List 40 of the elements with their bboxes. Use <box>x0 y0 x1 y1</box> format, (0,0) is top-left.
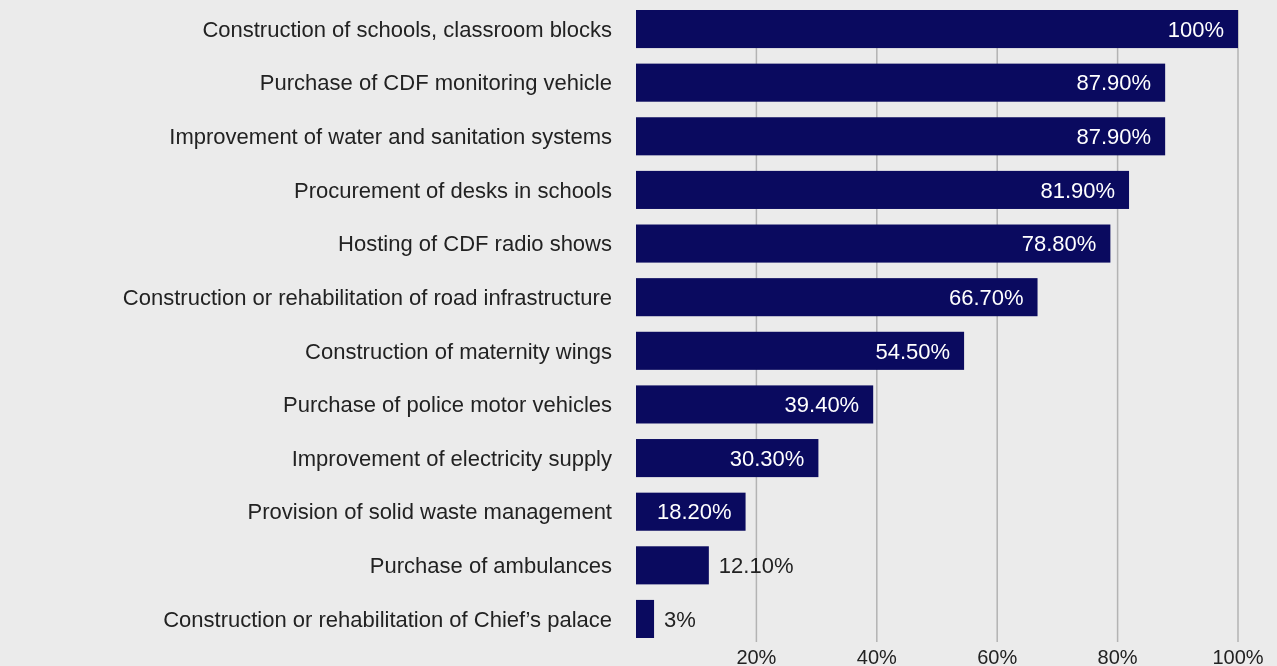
data-label: 87.90% <box>1076 70 1152 96</box>
x-tick-label: 20% <box>736 646 777 666</box>
x-tick-label: 60% <box>977 646 1018 666</box>
y-tick-label: Improvement of electricity supply <box>291 445 612 471</box>
y-tick-label: Hosting of CDF radio shows <box>338 231 612 257</box>
x-tick-label: 40% <box>856 646 898 666</box>
bar <box>636 63 1166 102</box>
bar <box>636 170 1130 209</box>
data-label: 39.40% <box>784 392 860 418</box>
data-label: 18.20% <box>656 499 732 525</box>
y-tick-label: Construction of maternity wings <box>305 338 612 364</box>
bar <box>636 546 709 585</box>
bar <box>636 439 819 478</box>
bar <box>636 331 965 370</box>
y-tick-label: Construction or rehabilitation of road infrastructure <box>122 284 612 310</box>
data-label: 78.80% <box>1021 231 1097 257</box>
data-label: 100% <box>1167 16 1224 42</box>
data-label: 12.10% <box>718 553 794 579</box>
data-label: 66.70% <box>948 284 1024 310</box>
data-label: 3% <box>664 606 696 632</box>
data-label: 30.30% <box>729 445 805 471</box>
y-tick-label: Improvement of water and sanitation systems <box>169 124 612 149</box>
bar <box>636 599 655 638</box>
y-tick-label: Purchase of police motor vehicles <box>283 392 612 418</box>
data-label: 81.90% <box>1040 177 1116 203</box>
bar <box>636 224 1111 263</box>
bar <box>636 117 1166 156</box>
y-tick-label: Purchase of CDF monitoring vehicle <box>259 70 612 96</box>
bar <box>636 278 1038 317</box>
y-tick-label: Procurement of desks in schools <box>294 177 612 203</box>
y-tick-label: Purchase of ambulances <box>369 553 612 579</box>
y-tick-label: Construction of schools, classroom blocks <box>202 16 612 42</box>
y-tick-label: Construction or rehabilitation of Chief’s palace <box>163 606 612 632</box>
bar <box>636 385 874 424</box>
x-tick-label: 100% <box>1212 646 1264 666</box>
y-tick-label: Provision of solid waste management <box>247 499 612 525</box>
x-tick-label: 80% <box>1097 646 1138 666</box>
data-label: 54.50% <box>875 338 951 364</box>
data-label: 87.90% <box>1076 124 1152 149</box>
bar <box>636 10 1238 49</box>
